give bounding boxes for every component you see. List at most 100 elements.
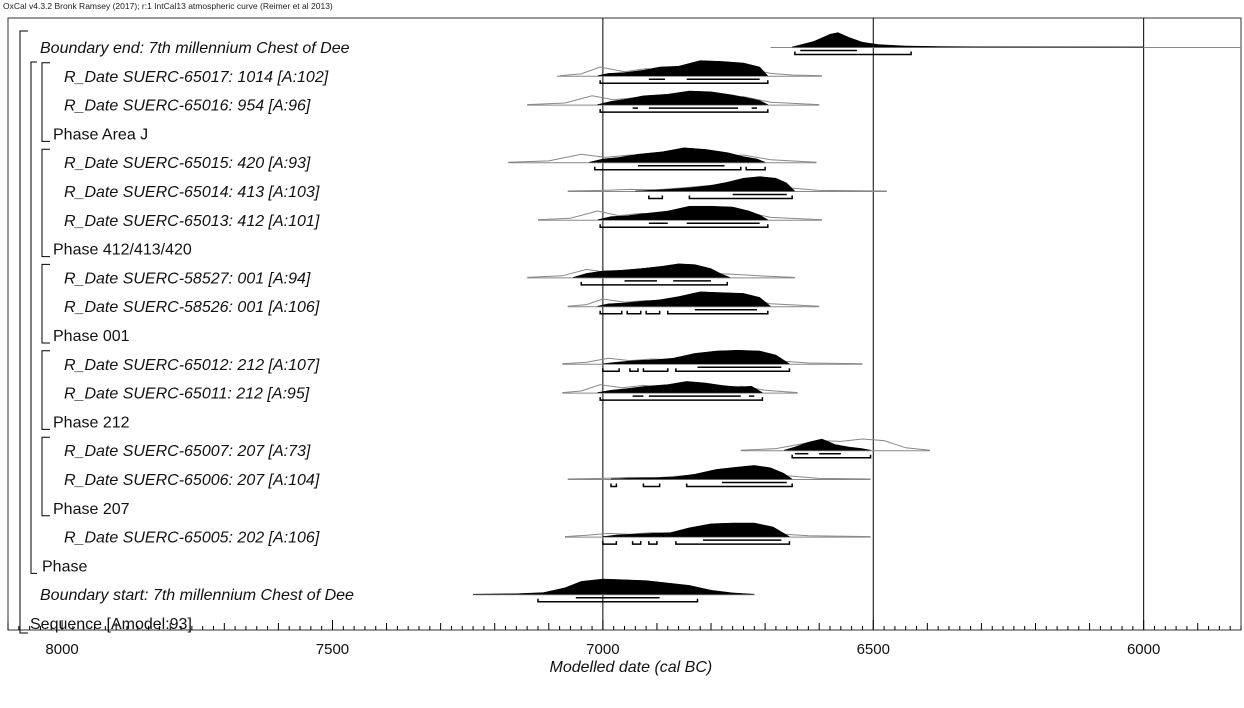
row-label: Phase xyxy=(42,558,87,575)
structure-bracket xyxy=(41,263,50,344)
range-95 xyxy=(610,483,618,488)
row-6: R_Date SUERC-65013: 412 [A:101] xyxy=(64,205,822,230)
posterior-distribution xyxy=(597,291,772,307)
row-13: Phase 212 xyxy=(53,414,130,431)
row-label: R_Date SUERC-65017: 1014 [A:102] xyxy=(64,69,329,86)
row-18: Phase xyxy=(42,558,87,575)
reference-lines xyxy=(602,18,1145,630)
range-95 xyxy=(688,195,793,200)
row-label: Phase 412/413/420 xyxy=(53,242,192,259)
range-95 xyxy=(642,368,669,373)
row-label: R_Date SUERC-65006: 207 [A:104] xyxy=(64,472,320,489)
range-95 xyxy=(599,109,769,113)
x-axis-title: Modelled date (cal BC) xyxy=(549,659,712,676)
posterior-distribution xyxy=(610,465,793,480)
range-95 xyxy=(642,483,661,488)
row-label: R_Date SUERC-65014: 413 [A:103] xyxy=(64,184,320,201)
row-9: R_Date SUERC-58526: 001 [A:106] xyxy=(64,291,820,316)
range-95 xyxy=(626,310,642,315)
row-label: R_Date SUERC-65007: 207 [A:73] xyxy=(64,443,311,460)
row-3: Phase Area J xyxy=(53,126,148,143)
prior-curve xyxy=(740,438,931,451)
range-95 xyxy=(794,51,912,56)
posterior-distribution xyxy=(792,32,1144,48)
range-95 xyxy=(602,541,618,545)
posterior-distribution xyxy=(602,349,791,365)
posterior-distribution xyxy=(597,381,764,393)
range-95 xyxy=(648,195,664,200)
x-tick-label: 6000 xyxy=(1127,641,1160,658)
row-2: R_Date SUERC-65016: 954 [A:96] xyxy=(64,90,820,115)
distribution-rows: Boundary end: 7th millennium Chest of De… xyxy=(30,32,1241,633)
row-label: Sequence [Amodel:93] xyxy=(30,616,192,633)
range-95 xyxy=(599,224,769,229)
x-tick-label: 8000 xyxy=(45,641,78,658)
posterior-distribution xyxy=(573,263,731,278)
row-4: R_Date SUERC-65015: 420 [A:93] xyxy=(64,147,817,172)
range-95 xyxy=(629,368,639,373)
model-brackets xyxy=(19,30,50,634)
row-10: Phase 001 xyxy=(53,328,130,345)
row-label: Phase Area J xyxy=(53,126,148,143)
row-0: Boundary end: 7th millennium Chest of De… xyxy=(40,32,1241,57)
structure-bracket xyxy=(41,148,50,258)
structure-bracket xyxy=(30,61,37,574)
row-5: R_Date SUERC-65014: 413 [A:103] xyxy=(64,176,887,201)
row-label: R_Date SUERC-65011: 212 [A:95] xyxy=(64,386,310,403)
range-95 xyxy=(675,368,791,373)
range-95 xyxy=(667,310,769,315)
posterior-distribution xyxy=(597,90,768,105)
row-19: Boundary start: 7th millennium Chest of … xyxy=(40,578,755,604)
x-tick-label: 6500 xyxy=(857,641,890,658)
x-axis-ticks: 8000 7500 7000 6500 6000 xyxy=(7,620,1242,658)
row-17: R_Date SUERC-65005: 202 [A:106] xyxy=(64,522,871,547)
row-8: R_Date SUERC-58527: 001 [A:94] xyxy=(64,263,795,287)
range-95 xyxy=(745,166,766,171)
x-tick-label: 7000 xyxy=(586,641,619,658)
posterior-distribution xyxy=(597,60,769,77)
range-95 xyxy=(599,397,764,401)
posterior-distribution xyxy=(602,522,791,537)
range-95 xyxy=(675,541,791,545)
structure-bracket xyxy=(41,350,50,430)
structure-bracket xyxy=(41,436,50,517)
range-95 xyxy=(537,598,699,603)
row-7: Phase 412/413/420 xyxy=(53,242,192,259)
posterior-distribution xyxy=(783,438,871,451)
row-15: R_Date SUERC-65006: 207 [A:104] xyxy=(64,465,871,489)
range-95 xyxy=(602,368,620,373)
row-label: Boundary start: 7th millennium Chest of … xyxy=(40,587,354,604)
row-label: R_Date SUERC-65013: 412 [A:101] xyxy=(64,213,320,230)
posterior-distribution xyxy=(635,176,796,192)
row-1: R_Date SUERC-65017: 1014 [A:102] xyxy=(64,60,822,86)
row-label: R_Date SUERC-65012: 212 [A:107] xyxy=(64,357,320,374)
row-12: R_Date SUERC-65011: 212 [A:95] xyxy=(64,381,798,403)
row-16: Phase 207 xyxy=(53,501,130,518)
row-label: R_Date SUERC-58526: 001 [A:106] xyxy=(64,299,320,316)
row-14: R_Date SUERC-65007: 207 [A:73] xyxy=(64,438,931,460)
range-95 xyxy=(631,541,642,545)
range-95 xyxy=(599,80,769,85)
row-20: Sequence [Amodel:93] xyxy=(30,616,192,633)
row-label: Phase 212 xyxy=(53,414,130,431)
range-95 xyxy=(594,166,742,171)
range-95 xyxy=(685,483,793,488)
x-tick-label: 7500 xyxy=(316,641,349,658)
row-label: Phase 001 xyxy=(53,328,130,345)
row-label: R_Date SUERC-65005: 202 [A:106] xyxy=(64,530,320,547)
posterior-distribution xyxy=(589,147,766,163)
structure-bracket xyxy=(19,30,28,634)
software-credit: OxCal v4.3.2 Bronk Ramsey (2017); r:1 In… xyxy=(3,1,333,11)
row-label: R_Date SUERC-65015: 420 [A:93] xyxy=(64,155,311,172)
row-11: R_Date SUERC-65012: 212 [A:107] xyxy=(64,349,863,374)
range-95 xyxy=(645,310,661,315)
posterior-distribution xyxy=(597,205,769,221)
posterior-distribution xyxy=(473,578,755,595)
range-95 xyxy=(580,281,728,286)
row-label: Phase 207 xyxy=(53,501,130,518)
row-label: R_Date SUERC-58527: 001 [A:94] xyxy=(64,270,311,287)
range-95 xyxy=(791,454,872,459)
row-label: R_Date SUERC-65016: 954 [A:96] xyxy=(64,98,311,115)
range-95 xyxy=(599,310,623,315)
